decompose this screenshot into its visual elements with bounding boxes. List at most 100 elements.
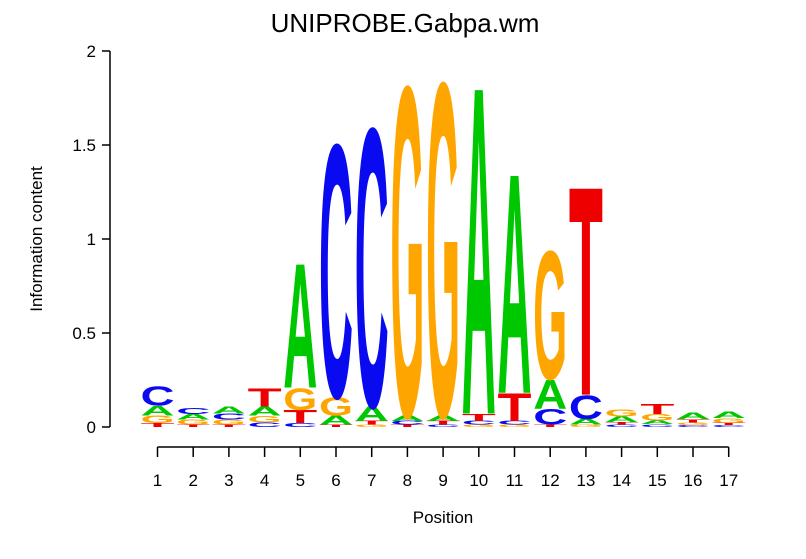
logo-letter-G: G bbox=[676, 422, 710, 426]
logo-letter-G: G bbox=[141, 413, 175, 425]
logo-letter-C: C bbox=[712, 425, 746, 428]
logo-letter-C: C bbox=[176, 407, 210, 416]
x-axis: 1 2 3 4 5 6 7 8 9 10 11 12 13 14 15 16 17 bbox=[153, 446, 738, 490]
logo-letter-A: A bbox=[176, 413, 210, 422]
logo-letter-C: C bbox=[283, 422, 317, 428]
logo-letter-C: C bbox=[212, 412, 246, 421]
logo-letter-A: A bbox=[497, 107, 531, 459]
logo-letter-T: T bbox=[390, 424, 424, 428]
logo-letter-C: C bbox=[640, 424, 674, 428]
x-tick-label: 6 bbox=[331, 471, 340, 490]
logo-letter-T: T bbox=[319, 424, 353, 428]
logo-letter-G: G bbox=[426, 0, 460, 517]
logo-letter-A: A bbox=[390, 414, 424, 423]
x-tick-label: 2 bbox=[188, 471, 197, 490]
logo-letter-G: G bbox=[640, 412, 674, 422]
logo-letter-C: C bbox=[426, 424, 460, 427]
x-tick-label: 16 bbox=[684, 471, 703, 490]
y-tick-label: 1.5 bbox=[72, 136, 96, 155]
logo-letter-T: T bbox=[533, 424, 567, 428]
logo-letter-T: T bbox=[605, 421, 639, 425]
logo-letter-G: G bbox=[355, 424, 389, 428]
logo-letter-G: G bbox=[319, 391, 353, 421]
logo-letter-C: C bbox=[355, 46, 389, 491]
x-tick-label: 13 bbox=[576, 471, 595, 490]
logo-letter-T: T bbox=[462, 412, 497, 424]
logo-letter-A: A bbox=[212, 405, 246, 416]
x-tick-label: 12 bbox=[541, 471, 560, 490]
logo-letter-A: A bbox=[355, 402, 389, 426]
y-tick-label: 1 bbox=[87, 230, 96, 249]
logo-letter-A: A bbox=[640, 420, 674, 426]
logo-letter-A: A bbox=[426, 414, 460, 423]
logo-letter-C: C bbox=[390, 420, 424, 426]
x-tick-label: 8 bbox=[403, 471, 412, 490]
logo-letter-C: C bbox=[569, 388, 603, 426]
logo-letter-C: C bbox=[497, 420, 531, 426]
logo-letter-T: T bbox=[640, 401, 674, 417]
logo-letter-G: G bbox=[212, 418, 246, 426]
y-tick-label: 0 bbox=[87, 418, 96, 437]
logo-letter-T: T bbox=[141, 422, 175, 428]
logo-letter-A: A bbox=[283, 226, 317, 426]
logo-letter-G: G bbox=[390, 0, 424, 517]
x-tick-label: 15 bbox=[648, 471, 667, 490]
x-tick-label: 5 bbox=[296, 471, 305, 490]
logo-letter-G: G bbox=[605, 407, 639, 419]
logo-letter-T: T bbox=[498, 386, 532, 430]
logo-letter-A: A bbox=[712, 410, 746, 420]
logo-letter-A: A bbox=[676, 411, 710, 421]
chart-title: UNIPROBE.Gabpa.wm bbox=[271, 8, 540, 38]
logo-letter-A: A bbox=[569, 418, 603, 427]
y-tick-label: 2 bbox=[87, 42, 96, 61]
x-tick-label: 17 bbox=[719, 471, 738, 490]
x-tick-label: 11 bbox=[506, 471, 524, 490]
x-tick-label: 10 bbox=[469, 471, 488, 490]
logo-letter-A: A bbox=[319, 413, 353, 427]
logo-letter-T: T bbox=[676, 418, 710, 423]
logo-letter-A: A bbox=[248, 404, 282, 418]
logo-letter-T: T bbox=[212, 424, 246, 428]
logo-letter-G: G bbox=[283, 383, 317, 418]
logo-letter-T: T bbox=[248, 383, 283, 412]
logo-letter-G: G bbox=[533, 214, 567, 419]
logo-letter-C: C bbox=[533, 405, 567, 430]
logo-letter-C: C bbox=[140, 381, 174, 412]
logo-letter-G: G bbox=[498, 424, 532, 428]
logo-letter-G: G bbox=[248, 414, 282, 424]
y-tick-label: 0.5 bbox=[72, 324, 96, 343]
logo-letter-T: T bbox=[569, 124, 603, 459]
x-tick-label: 3 bbox=[224, 471, 233, 490]
logo-letter-T: T bbox=[426, 420, 460, 426]
y-axis: 0 0.5 1 1.5 2 bbox=[72, 42, 111, 437]
logo-letter-T: T bbox=[283, 406, 317, 427]
logo-letter-T: T bbox=[176, 424, 210, 428]
logo-letter-C: C bbox=[248, 421, 282, 428]
logo-letter-C: C bbox=[319, 68, 353, 473]
x-tick-label: 7 bbox=[367, 471, 376, 490]
logo-letter-G: G bbox=[176, 418, 210, 426]
logo-letter-A: A bbox=[533, 372, 567, 418]
logo-letter-T: T bbox=[355, 420, 389, 426]
logo-letter-G: G bbox=[712, 417, 746, 424]
logo-letter-A: A bbox=[605, 415, 639, 424]
